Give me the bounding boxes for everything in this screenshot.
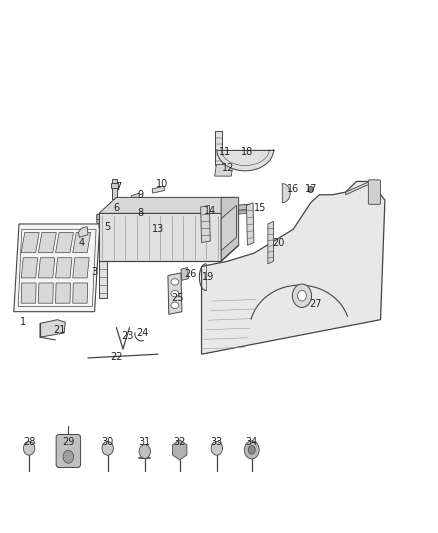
Text: 6: 6 (113, 203, 120, 213)
Text: 28: 28 (23, 437, 35, 447)
Polygon shape (346, 181, 370, 195)
Polygon shape (173, 440, 187, 460)
Text: 33: 33 (211, 437, 223, 447)
Polygon shape (97, 209, 250, 223)
Text: 3: 3 (92, 267, 98, 277)
Text: 31: 31 (139, 437, 151, 447)
Circle shape (308, 186, 313, 192)
Polygon shape (21, 258, 38, 278)
Polygon shape (283, 183, 290, 203)
Polygon shape (97, 204, 250, 220)
Text: 18: 18 (241, 147, 254, 157)
Circle shape (297, 290, 306, 301)
Text: 13: 13 (152, 224, 164, 235)
Circle shape (102, 441, 113, 455)
Polygon shape (73, 232, 91, 253)
Polygon shape (99, 197, 239, 213)
Polygon shape (73, 258, 89, 278)
Polygon shape (39, 232, 57, 253)
Bar (99, 259, 107, 298)
Text: 12: 12 (222, 163, 234, 173)
Circle shape (23, 441, 35, 455)
Text: 20: 20 (272, 238, 284, 247)
Polygon shape (268, 221, 274, 264)
Polygon shape (181, 268, 188, 280)
Text: 5: 5 (105, 222, 111, 232)
Ellipse shape (171, 302, 179, 309)
Polygon shape (14, 224, 100, 312)
Circle shape (292, 284, 311, 308)
Text: 21: 21 (53, 325, 66, 335)
Polygon shape (56, 283, 71, 303)
Polygon shape (56, 232, 74, 253)
Polygon shape (40, 320, 65, 337)
Polygon shape (18, 229, 96, 306)
Polygon shape (73, 283, 88, 303)
Circle shape (248, 446, 255, 454)
Polygon shape (99, 220, 112, 228)
Ellipse shape (171, 279, 179, 285)
Text: 14: 14 (204, 206, 216, 216)
Polygon shape (201, 181, 385, 354)
Polygon shape (215, 165, 233, 176)
FancyBboxPatch shape (368, 180, 381, 204)
Polygon shape (201, 205, 210, 243)
Ellipse shape (171, 290, 179, 297)
Text: 32: 32 (173, 437, 186, 447)
Polygon shape (168, 273, 182, 314)
Text: 7: 7 (116, 182, 122, 192)
Text: 16: 16 (287, 184, 299, 195)
Polygon shape (39, 258, 55, 278)
Bar (112, 179, 117, 199)
Text: 1: 1 (19, 317, 25, 327)
Text: 15: 15 (254, 203, 267, 213)
Polygon shape (131, 193, 140, 201)
Text: 25: 25 (171, 293, 184, 303)
Text: 9: 9 (138, 190, 144, 200)
Polygon shape (215, 131, 223, 165)
Circle shape (139, 445, 150, 458)
Polygon shape (152, 186, 164, 193)
Polygon shape (217, 150, 274, 171)
Circle shape (63, 450, 74, 463)
Polygon shape (39, 283, 53, 303)
Polygon shape (247, 203, 254, 245)
Polygon shape (78, 227, 88, 237)
Text: 26: 26 (184, 270, 197, 279)
Text: 10: 10 (156, 179, 168, 189)
Text: 17: 17 (304, 184, 317, 195)
Circle shape (211, 441, 223, 455)
Text: 29: 29 (62, 437, 74, 447)
Text: 22: 22 (110, 352, 123, 362)
Polygon shape (21, 232, 39, 253)
Text: 34: 34 (246, 437, 258, 447)
Text: 30: 30 (102, 437, 114, 447)
Polygon shape (56, 258, 72, 278)
FancyBboxPatch shape (56, 434, 81, 467)
Polygon shape (221, 205, 237, 251)
Polygon shape (221, 197, 239, 261)
Polygon shape (108, 201, 117, 214)
Polygon shape (21, 283, 36, 303)
Text: 23: 23 (121, 330, 134, 341)
Text: 11: 11 (219, 147, 232, 157)
Bar (111, 182, 118, 188)
Circle shape (244, 441, 259, 459)
Text: 4: 4 (78, 238, 85, 247)
Polygon shape (99, 213, 221, 261)
Text: 8: 8 (138, 208, 144, 219)
Text: 27: 27 (309, 298, 321, 309)
Text: 19: 19 (202, 272, 214, 282)
Text: 24: 24 (136, 328, 149, 338)
